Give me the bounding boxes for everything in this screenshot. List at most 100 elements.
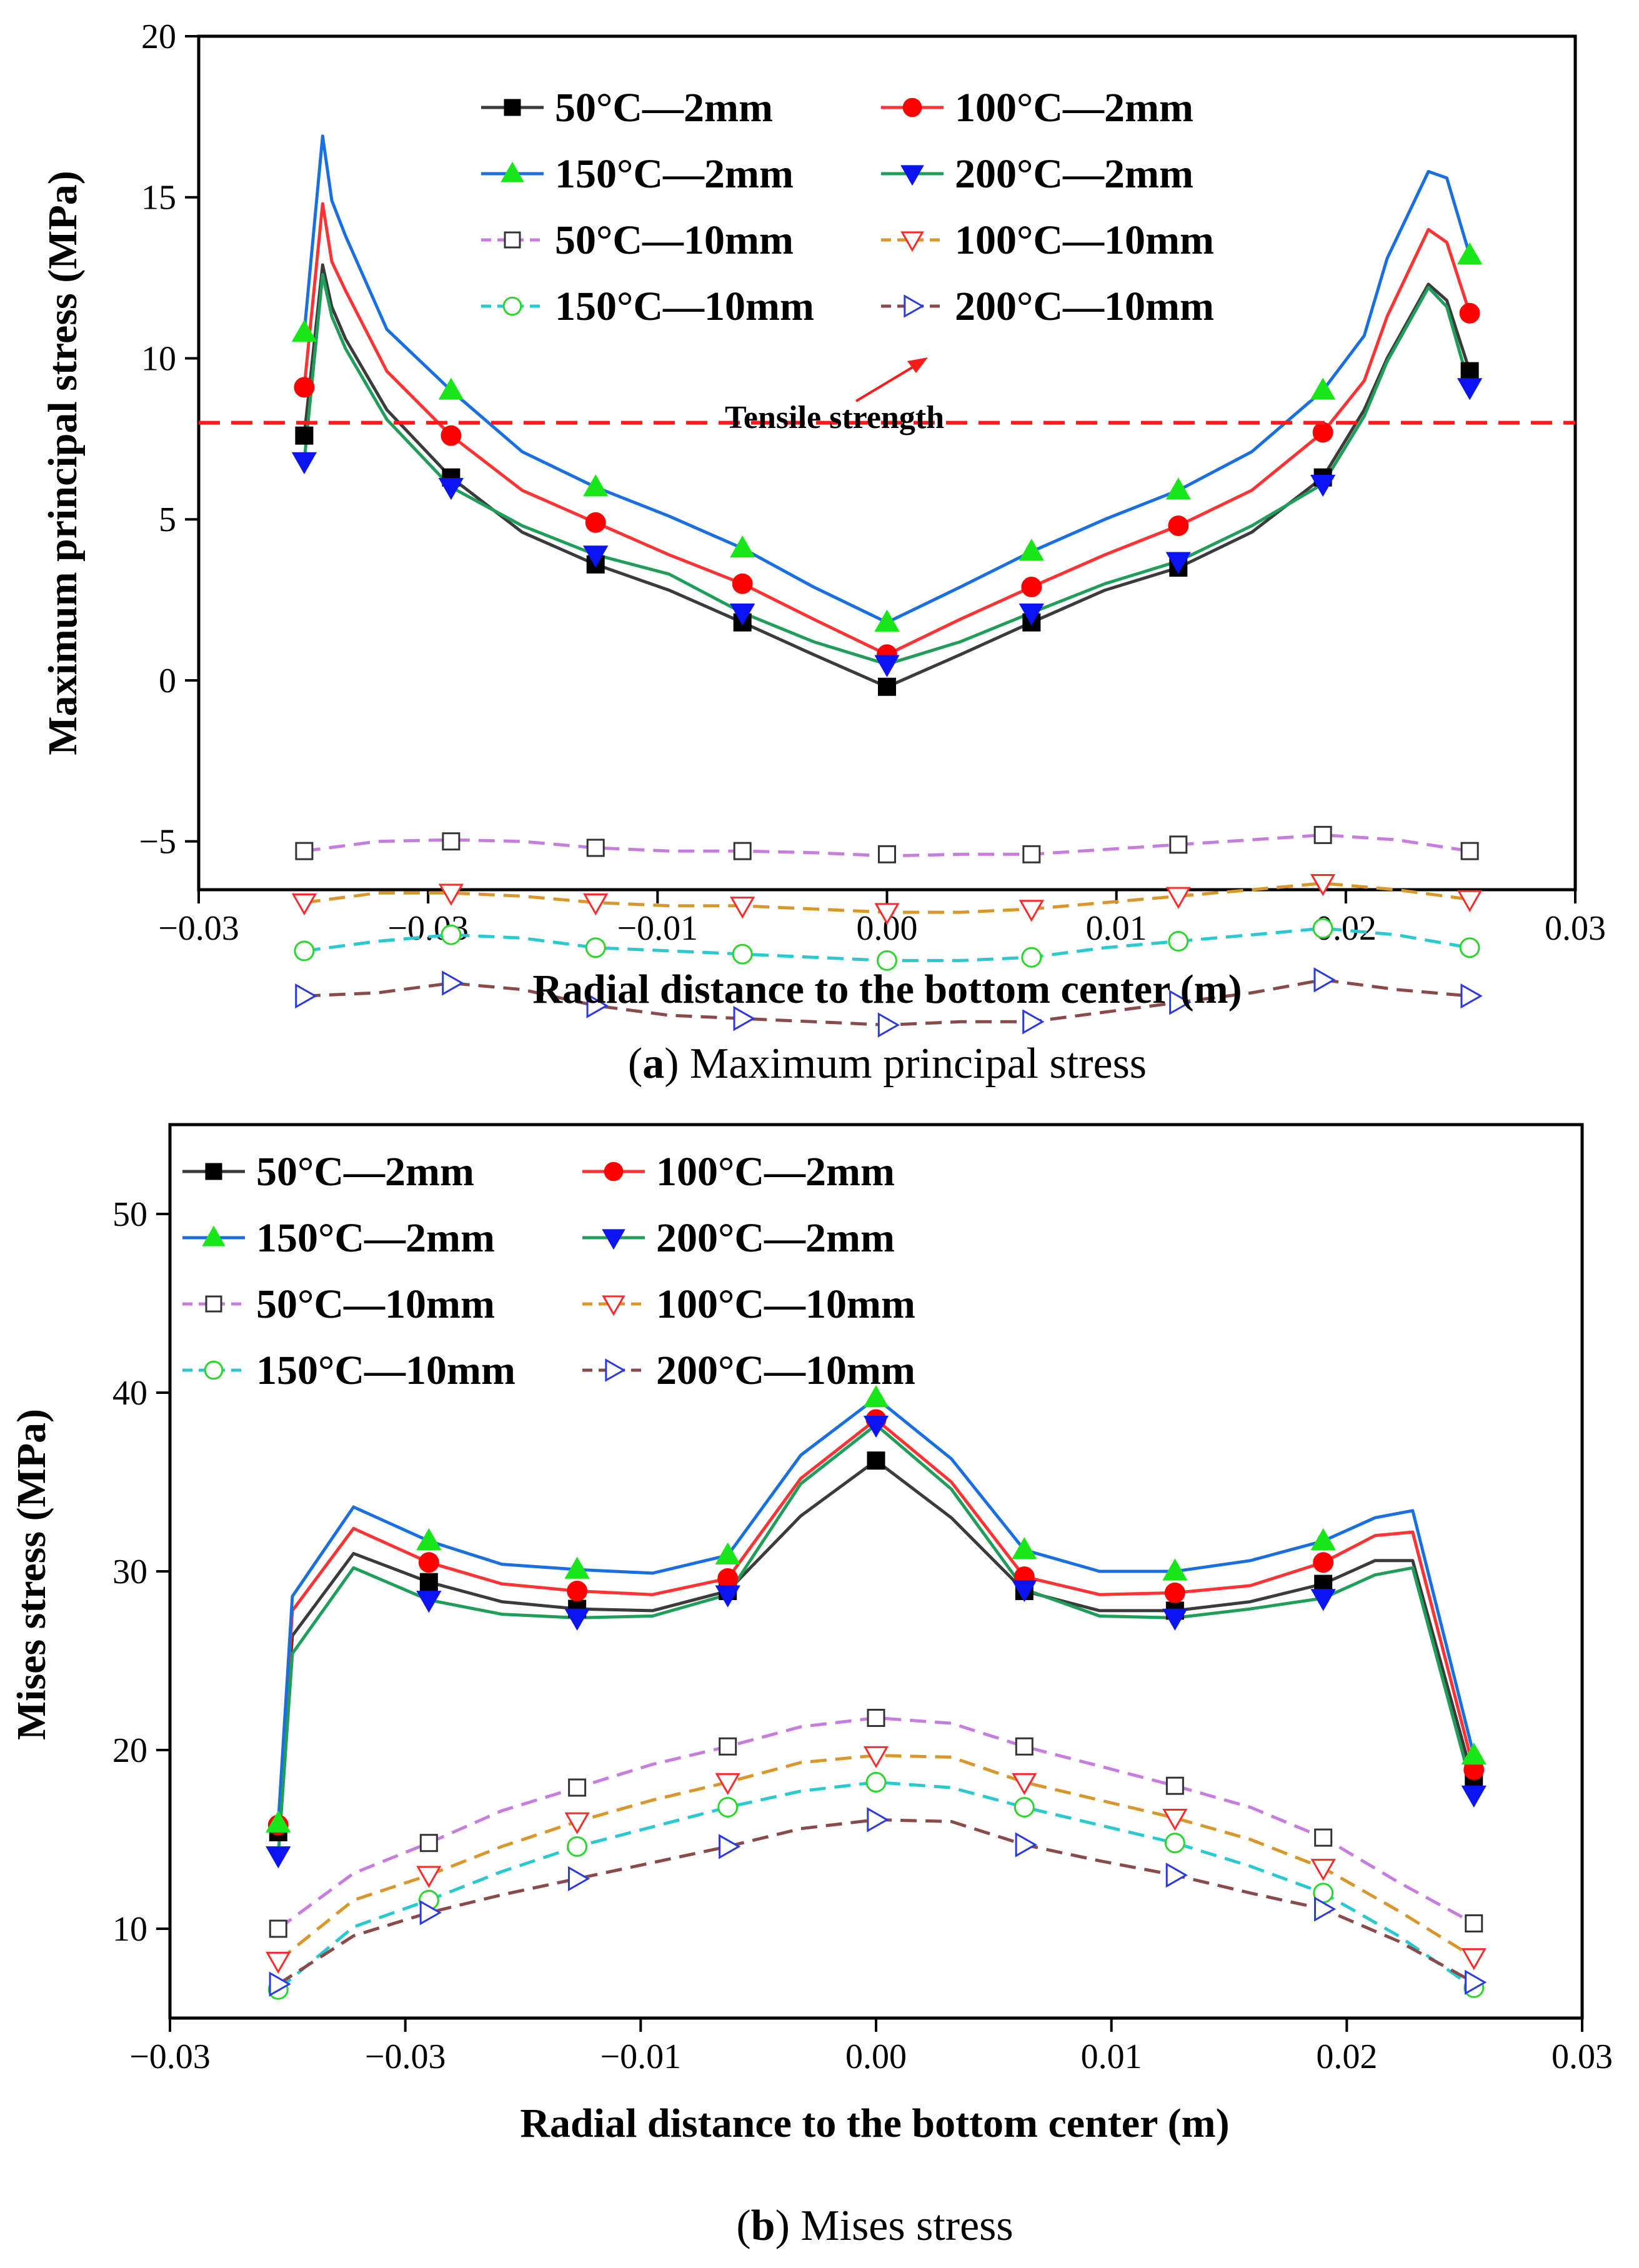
legend-marker [504,99,521,116]
legend-label: 150°C—10mm [256,1348,516,1393]
legend-marker [202,1225,226,1246]
data-point [1165,1863,1188,1888]
panel-b-y-axis-title: Mises stress (MPa) [9,1409,54,1740]
data-point [583,545,609,568]
legend-label: 200°C—2mm [656,1215,895,1261]
x-tick-label: −0.03 [365,2037,446,2076]
series-line [302,272,1472,666]
data-point [1165,1776,1184,1795]
legend-label: 100°C—2mm [656,1149,895,1195]
legend-label: 200°C—10mm [955,284,1214,329]
data-point [441,924,462,945]
data-point [1460,983,1483,1009]
data-point [874,609,900,632]
data-point [416,1528,442,1551]
legend-label: 100°C—10mm [955,217,1214,263]
series-line [277,1781,1475,1991]
data-point [438,883,464,906]
data-point [719,1834,741,1859]
data-point [1314,1828,1333,1847]
data-point [583,893,609,916]
data-point [564,1556,590,1579]
x-tick-label: 0.00 [845,2037,907,2076]
y-tick-label: 50 [112,1195,147,1234]
data-point [863,1415,889,1438]
data-point [715,1773,740,1796]
data-point [874,903,900,925]
data-point [1165,887,1191,909]
x-tick-label: −0.03 [158,909,239,948]
data-point [1021,577,1042,597]
data-point [1165,477,1191,500]
data-point [1460,362,1479,380]
data-point [1169,990,1192,1015]
data-point [730,897,755,919]
data-point [715,1585,740,1608]
data-point [1465,1969,1487,1995]
data-point [732,943,753,965]
data-point [867,1709,885,1728]
data-point [1310,1859,1336,1881]
panel-b-chart: −0.03 −0.03 −0.01 0.00 0.01 0.02 0.03 10 20 30 40 5… [9,1123,1613,2250]
data-point [1461,1743,1487,1765]
data-point [567,1581,588,1601]
legend-label: 150°C—2mm [555,151,794,197]
y-tick-label: 20 [112,1731,147,1770]
data-point [419,1573,438,1591]
panel-b-x-axis-title: Radial distance to the bottom center (m) [520,2101,1229,2146]
legend-marker [900,165,924,186]
data-point [1465,1914,1483,1932]
data-point [717,1568,739,1589]
legend-label: 50°C—10mm [256,1281,495,1327]
legend-marker [604,1161,624,1181]
data-point [1314,1896,1337,1922]
data-point [1168,515,1189,536]
data-point [294,377,315,398]
data-point [1460,842,1479,860]
data-point [1310,874,1336,897]
panel-a-x-axis-title: Radial distance to the bottom center (m) [532,967,1242,1012]
data-point [1012,1773,1037,1796]
data-point [419,1834,438,1853]
data-point [1459,302,1480,324]
data-point [1461,1948,1487,1971]
data-point [877,950,897,971]
data-point [291,452,317,474]
y-tick-label: 10 [141,339,176,378]
legend-label: 150°C—10mm [555,284,814,329]
panel-b-series [276,1396,1476,1991]
data-point [733,1006,755,1032]
data-point [442,832,461,851]
data-point [1457,242,1483,265]
panel-b-caption: (b) Mises stress [736,2202,1013,2250]
data-point [567,1866,590,1892]
data-point [416,1591,442,1613]
x-tick-label: 0.03 [1552,2037,1613,2076]
data-point [1015,1832,1037,1858]
data-point [291,319,317,342]
data-point [732,573,753,594]
data-point [733,842,752,860]
y-tick-label: 20 [141,17,176,56]
x-tick-label: 0.03 [1545,909,1606,948]
panel-a-chart: −0.03 −0.03 −0.01 0.00 0.01 0.02 0.03−50510152… [40,17,1606,1088]
data-point [867,1807,889,1833]
legend-marker [501,161,524,182]
data-point [1310,1528,1336,1551]
legend-marker [205,1163,222,1180]
x-tick-label: 0.02 [1316,2037,1377,2076]
legend-marker [900,231,924,252]
y-tick-label: 10 [112,1910,147,1949]
series-line [277,1818,1475,1986]
data-point [1019,900,1044,922]
y-tick-label: 0 [159,662,176,700]
data-point [1313,967,1336,993]
legend-marker [602,1229,625,1250]
panel-a-markers [291,242,1483,1038]
data-point [441,425,462,446]
data-point [564,1608,590,1631]
data-point [295,426,314,445]
x-tick-label: 0.01 [1081,2037,1142,2076]
data-point [295,842,314,860]
data-point [1019,604,1044,626]
